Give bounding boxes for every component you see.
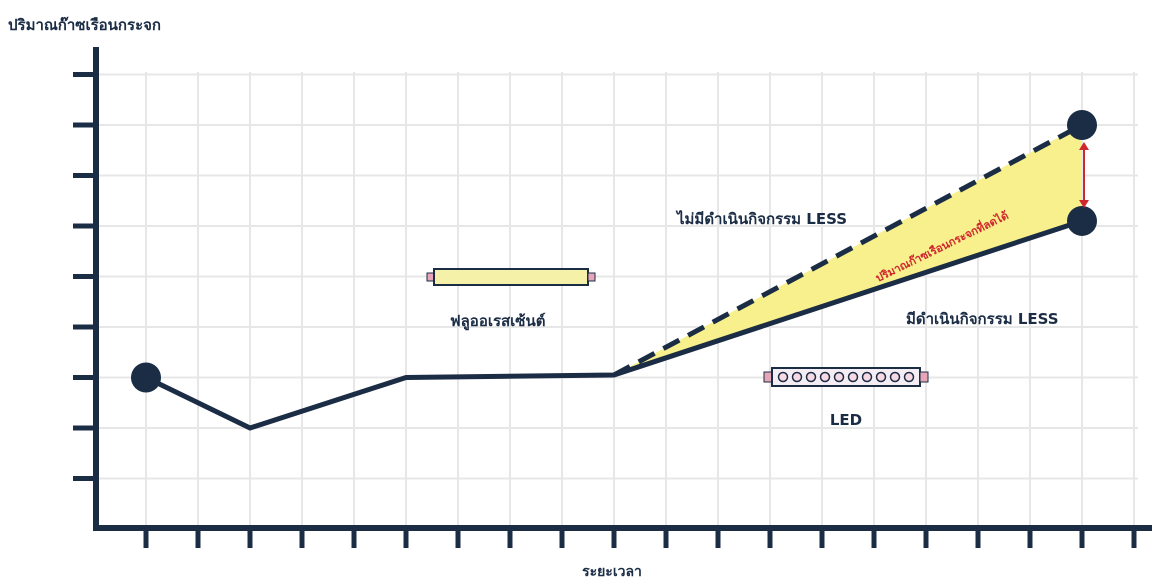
series-line-with-less (143, 218, 1085, 431)
led-tube-icon (763, 367, 929, 387)
start-point (131, 362, 161, 393)
led-dot (875, 371, 887, 383)
led-dot (833, 371, 845, 383)
reduction-arrow (1079, 142, 1089, 208)
led-label: LED (830, 411, 862, 429)
fluorescent-label: ฟลูออเรสเซ้นต์ (450, 312, 545, 331)
led-dot (805, 371, 817, 383)
x-ticks (143, 528, 1137, 548)
led-dot (903, 371, 915, 383)
led-dot (791, 371, 803, 383)
led-dot (889, 371, 901, 383)
y-axis-label: ปริมาณก๊าซเรือนกระจก (8, 16, 161, 34)
led-dot (847, 371, 859, 383)
series-label-with-less: มีดำเนินกิจกรรม LESS (906, 310, 1059, 328)
plot-area (131, 110, 1097, 431)
series-label-no-less: ไม่มีดำเนินกิจกรรม LESS (675, 209, 847, 228)
y-ticks (73, 72, 96, 481)
led-dot (777, 371, 789, 383)
end-point-no-less (1067, 110, 1097, 140)
led-dot (819, 371, 831, 383)
grid (96, 72, 1138, 528)
series-line-no-less (612, 122, 1084, 378)
x-axis-label: ระยะเวลา (582, 564, 642, 580)
fluorescent-tube-icon (426, 268, 596, 286)
led-dot (861, 371, 873, 383)
end-point-with-less (1067, 205, 1097, 236)
